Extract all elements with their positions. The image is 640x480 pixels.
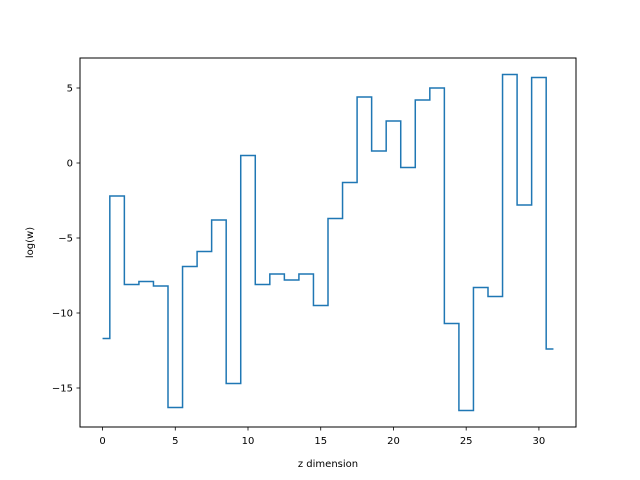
x-tick-label: 0	[99, 436, 105, 447]
x-tick-label: 20	[387, 436, 400, 447]
x-tick-label: 30	[533, 436, 546, 447]
x-axis-ticks: 0 5 10 15 20 25 30	[99, 427, 545, 447]
y-tick-label: −10	[52, 309, 73, 320]
plot-layer	[102, 73, 554, 412]
y-tick-label: −5	[58, 234, 73, 245]
y-axis-label: log(w)	[25, 227, 36, 258]
x-tick-label: 10	[242, 436, 255, 447]
y-tick-label: 0	[67, 159, 73, 170]
x-tick-label: 25	[460, 436, 473, 447]
plot-frame	[79, 57, 577, 428]
y-axis-ticks: −15 −10 −5 0 5	[52, 84, 80, 395]
series-line	[102, 73, 554, 412]
x-tick-label: 5	[172, 436, 178, 447]
x-axis-label: z dimension	[298, 459, 358, 470]
y-tick-label: −15	[52, 384, 73, 395]
y-tick-label: 5	[67, 84, 73, 95]
x-tick-label: 15	[314, 436, 327, 447]
